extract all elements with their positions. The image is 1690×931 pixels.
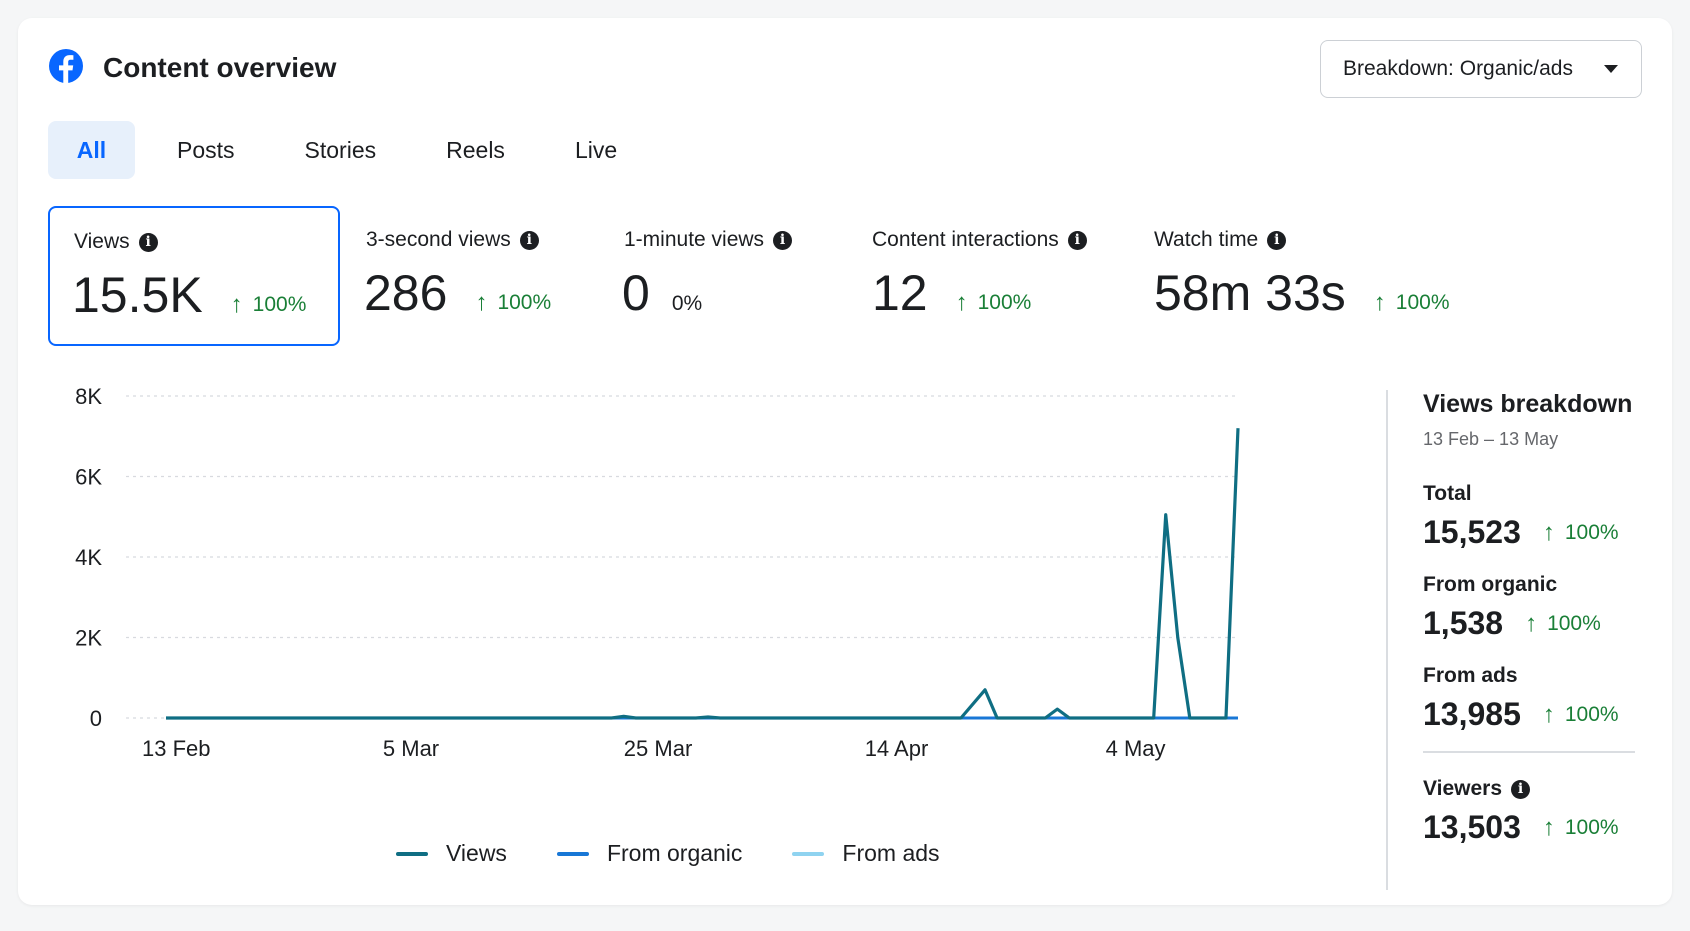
breakdown-organic: From organic 1,538 ↑ 100% [1423, 573, 1643, 642]
arrow-up-icon: ↑ [1542, 700, 1555, 728]
breakdown-value: 15,523 [1423, 514, 1521, 550]
tab-stories[interactable]: Stories [304, 136, 377, 163]
caret-down-icon [1604, 65, 1618, 73]
metric-delta: 100% [977, 291, 1032, 314]
metric-card-watch-time[interactable]: Watch time i 58m 33s ↑ 100% [1154, 206, 1494, 346]
info-icon[interactable]: i [1267, 230, 1287, 250]
breakdown-value: 13,985 [1423, 696, 1521, 732]
arrow-up-icon: ↑ [1525, 609, 1538, 637]
arrow-up-icon: ↑ [1542, 518, 1555, 546]
info-icon[interactable]: i [1067, 230, 1087, 250]
page-title: Content overview [103, 52, 337, 83]
legend-swatch-organic [556, 851, 589, 856]
arrow-up-icon: ↑ [475, 289, 488, 316]
info-icon[interactable]: i [519, 230, 539, 250]
series-line-views[interactable] [166, 428, 1240, 720]
metric-value: 15.5K [72, 267, 203, 323]
x-tick-label: 14 Apr [865, 736, 929, 761]
legend-item-from-ads[interactable]: From ads [792, 840, 940, 867]
arrow-up-icon: ↑ [1542, 813, 1555, 841]
breakdown-label: From ads [1423, 664, 1518, 687]
breakdown-date-range: 13 Feb – 13 May [1423, 429, 1559, 449]
metric-label: Watch time [1154, 228, 1259, 251]
breakdown-delta: 100% [1564, 702, 1619, 726]
breakdown-delta: 100% [1564, 815, 1619, 839]
breakdown-total: Total 15,523 ↑ 100% [1423, 482, 1643, 551]
legend-label: Views [446, 840, 507, 866]
vertical-divider [1386, 390, 1388, 890]
metric-delta: 100% [252, 293, 307, 316]
breakdown-delta: 100% [1547, 611, 1601, 635]
breakdown-value: 13,503 [1423, 809, 1521, 845]
breakdown-ads: From ads 13,985 ↑ 100% [1423, 664, 1643, 733]
x-tick-label: 13 Feb [142, 736, 211, 761]
metric-delta: 100% [497, 291, 552, 314]
chart-svg: 0 2K 4K 6K 8K 13 Feb 5 Mar 25 Mar 14 Apr 4 May [75, 384, 1240, 761]
tab-reels[interactable]: Reels [446, 136, 505, 163]
metric-card-3-second-views[interactable]: 3-second views i 286 ↑ 100% [346, 206, 606, 346]
metric-value: 58m 33s [1154, 265, 1346, 321]
legend-item-views[interactable]: Views [396, 840, 507, 867]
metric-label: Content interactions [872, 228, 1059, 251]
breakdown-title: Views breakdown [1423, 390, 1633, 418]
chart-legend: Views From organic From ads [396, 840, 990, 867]
legend-label: From organic [606, 840, 743, 866]
info-icon[interactable]: i [773, 230, 793, 250]
y-tick-label: 4K [75, 545, 102, 570]
breakdown-label: From organic [1423, 573, 1558, 596]
tab-all[interactable]: All [48, 121, 135, 179]
breakdown-delta: 100% [1564, 520, 1619, 544]
breakdown-dropdown-label: Breakdown: Organic/ads [1343, 57, 1573, 80]
metric-card-content-interactions[interactable]: Content interactions i 12 ↑ 100% [872, 206, 1132, 346]
info-icon[interactable]: i [1511, 779, 1531, 799]
legend-swatch-ads [792, 851, 825, 856]
info-icon[interactable]: i [138, 232, 158, 252]
tab-posts[interactable]: Posts [177, 136, 235, 163]
breakdown-dropdown[interactable]: Breakdown: Organic/ads [1320, 40, 1642, 98]
metric-value: 286 [364, 265, 448, 321]
metric-label: 1-minute views [624, 228, 765, 251]
legend-item-from-organic[interactable]: From organic [556, 840, 743, 867]
breakdown-viewers: Viewers i 13,503 ↑ 100% [1423, 777, 1643, 846]
arrow-up-icon: ↑ [1373, 289, 1386, 316]
x-tick-label: 25 Mar [624, 736, 692, 761]
y-tick-label: 6K [75, 465, 102, 490]
arrow-up-icon: ↑ [955, 289, 968, 316]
breakdown-label: Total [1423, 482, 1472, 505]
metric-card-1-minute-views[interactable]: 1-minute views i 0 0% [622, 206, 852, 346]
legend-label: From ads [842, 840, 940, 866]
x-tick-label: 4 May [1106, 736, 1166, 761]
metric-label: Views [74, 230, 130, 253]
y-tick-label: 0 [90, 706, 102, 731]
legend-swatch-views [396, 851, 428, 856]
metric-value: 0 [622, 265, 650, 321]
tab-live[interactable]: Live [574, 136, 618, 163]
x-tick-label: 5 Mar [383, 736, 439, 761]
y-tick-label: 8K [75, 384, 102, 409]
y-tick-label: 2K [75, 626, 102, 651]
content-type-tabs: All Posts Stories Reels Live [48, 121, 659, 179]
breakdown-divider [1423, 751, 1635, 753]
facebook-logo-icon [49, 49, 83, 84]
content-overview-card: Content overview Breakdown: Organic/ads … [18, 18, 1672, 905]
metric-delta: 100% [1395, 291, 1450, 314]
views-breakdown-panel: Views breakdown 13 Feb – 13 May Total 15… [1423, 390, 1643, 846]
views-line-chart: 0 2K 4K 6K 8K 13 Feb 5 Mar 25 Mar 14 Apr 4 May [48, 374, 1348, 894]
metric-delta: 0% [671, 292, 703, 315]
breakdown-value: 1,538 [1423, 605, 1504, 641]
breakdown-label: Viewers [1423, 777, 1503, 800]
metric-label: 3-second views [366, 228, 511, 251]
metric-value: 12 [872, 265, 928, 321]
arrow-up-icon: ↑ [230, 291, 243, 318]
metric-card-views[interactable]: Views i 15.5K ↑ 100% [48, 206, 340, 346]
